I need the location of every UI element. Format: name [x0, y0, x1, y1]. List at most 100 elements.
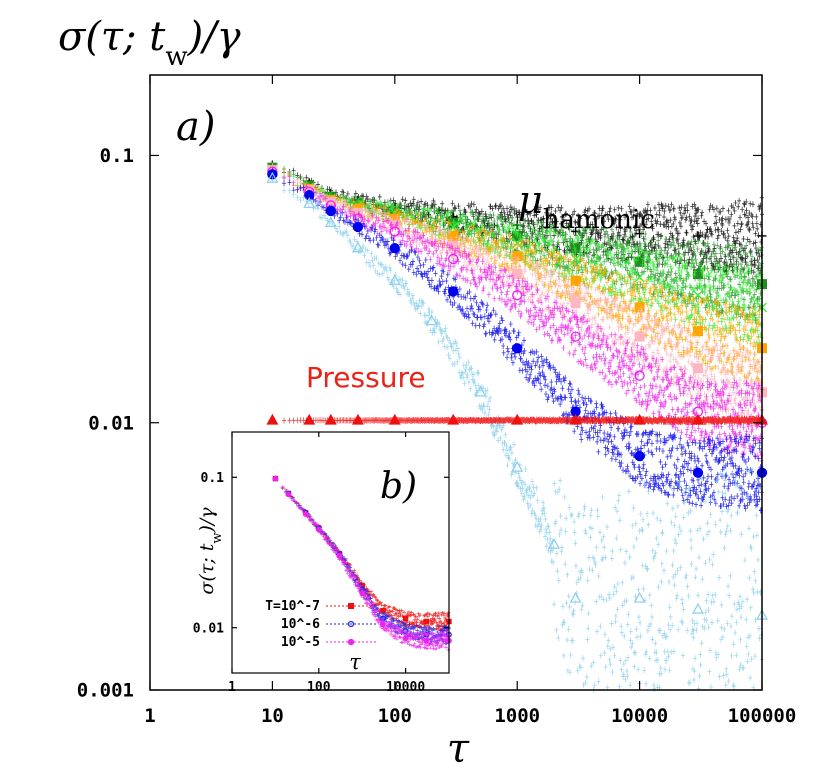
series-1-errorbar: [738, 261, 743, 268]
series-0-errorbar: [494, 235, 499, 242]
series-4-errorbar: [669, 338, 674, 345]
series-5-errorbar: [528, 307, 533, 314]
series-4-errorbar: [557, 273, 562, 280]
series-0-errorbar: [528, 210, 533, 217]
series-3-errorbar: [725, 368, 730, 375]
series-4-errorbar: [702, 391, 707, 398]
series-1-errorbar: [542, 252, 547, 259]
series-0-errorbar: [658, 221, 663, 228]
series-4-errorbar: [536, 269, 541, 276]
series-0-errorbar: [403, 197, 408, 204]
series-2-errorbar: [748, 289, 753, 296]
series-0: [267, 160, 767, 277]
series-3-errorbar: [678, 330, 683, 337]
series-0-errorbar: [674, 226, 679, 233]
series-0-errorbar: [727, 219, 732, 226]
series-0-errorbar: [659, 232, 664, 239]
series-1-errorbar: [530, 229, 535, 236]
series-0-errorbar: [540, 223, 545, 230]
series-3-errorbar: [588, 293, 593, 300]
series-0-errorbar: [682, 257, 687, 264]
series-0-errorbar: [517, 211, 522, 218]
series-3-errorbar: [669, 316, 674, 323]
series-5-errorbar: [583, 344, 588, 351]
series-1-errorbar: [733, 274, 738, 281]
series-4-errorbar: [586, 310, 591, 317]
series-4-errorbar: [723, 342, 728, 349]
series-4-errorbar: [715, 347, 720, 354]
series-0-errorbar: [452, 204, 457, 211]
series-4-errorbar: [686, 358, 691, 365]
series-5-errorbar: [459, 267, 464, 274]
series-5-errorbar: [445, 249, 450, 256]
series-5-errorbar: [577, 341, 582, 348]
series-1-errorbar: [470, 209, 475, 216]
series-0-errorbar: [586, 214, 591, 221]
series-2-errorbar: [676, 264, 681, 271]
series-0-errorbar: [345, 190, 350, 197]
series-0-errorbar: [533, 203, 538, 210]
series-0-errorbar: [753, 239, 758, 246]
series-4-errorbar: [539, 291, 544, 298]
series-5-errorbar: [529, 283, 534, 290]
series-0-errorbar: [559, 204, 564, 211]
series-4-errorbar: [706, 351, 711, 358]
series-0-errorbar: [656, 231, 661, 238]
series-4-errorbar: [736, 361, 741, 368]
series-0-errorbar: [649, 218, 654, 225]
series-0-errorbar: [646, 215, 651, 222]
series-2-errorbar: [651, 266, 656, 273]
series-2-errorbar: [707, 322, 712, 329]
series-5-errorbar: [392, 233, 397, 240]
series-0-errorbar: [755, 257, 760, 264]
series-3-errorbar: [716, 318, 721, 325]
series-3-errorbar: [588, 294, 593, 301]
series-2-errorbar: [688, 263, 693, 270]
series-3-errorbar: [648, 285, 653, 292]
series-0-errorbar: [660, 261, 665, 268]
series-0-errorbar: [756, 232, 761, 239]
series-0-errorbar: [573, 218, 578, 225]
series-0-errorbar: [748, 200, 753, 207]
series-0-errorbar: [685, 202, 690, 209]
series-4-errorbar: [438, 250, 443, 257]
series-0-errorbar: [699, 212, 704, 219]
series-5-errorbar: [529, 319, 534, 326]
series-0-errorbar: [669, 201, 674, 208]
series-5-errorbar: [492, 295, 497, 302]
series-1-errorbar: [711, 241, 716, 248]
series-5-errorbar: [384, 227, 389, 234]
series-0-errorbar: [634, 227, 639, 234]
series-5-errorbar: [554, 299, 559, 306]
series-4-errorbar: [579, 324, 584, 331]
series-4-errorbar: [530, 271, 535, 278]
series-0-errorbar: [652, 204, 657, 211]
series-0-errorbar: [751, 240, 756, 247]
series-5-errorbar: [437, 261, 442, 268]
series-1-errorbar: [728, 276, 733, 283]
series-3-errorbar: [668, 306, 673, 313]
series-3-errorbar: [646, 307, 651, 314]
series-4-errorbar: [621, 339, 626, 346]
series-1-errorbar: [715, 242, 720, 249]
series-2-errorbar: [473, 239, 478, 246]
series-3-errorbar: [548, 278, 553, 285]
series-3-errorbar: [687, 319, 692, 326]
series-0-errorbar: [616, 229, 621, 236]
series-0-errorbar: [365, 196, 370, 203]
series-3-errorbar: [727, 319, 732, 326]
series-0-errorbar: [679, 204, 684, 211]
series-3-errorbar: [695, 309, 700, 316]
series-0-errorbar: [639, 221, 644, 228]
series-0-errorbar: [477, 210, 482, 217]
series-0-errorbar: [549, 211, 554, 218]
series-4-errorbar: [751, 391, 756, 398]
series-4-errorbar: [681, 344, 686, 351]
series-5-errorbar: [435, 260, 440, 267]
series-2-errorbar: [708, 294, 713, 301]
series-0-errorbar: [576, 213, 581, 220]
series-4-errorbar: [587, 316, 592, 323]
series-4-errorbar: [627, 335, 632, 342]
series-5-errorbar: [439, 255, 444, 262]
series-0-errorbar: [739, 221, 744, 228]
